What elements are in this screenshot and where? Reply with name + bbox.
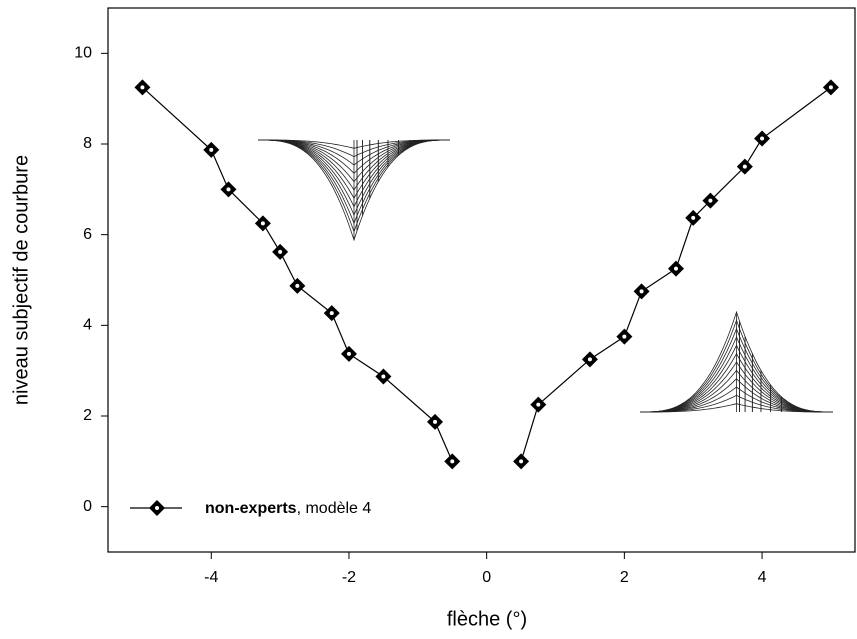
- point-dot: [742, 164, 747, 169]
- point: [323, 305, 340, 322]
- y-tick-label: 8: [83, 135, 92, 152]
- point-dot: [519, 459, 524, 464]
- point-dot: [673, 266, 678, 271]
- point-dot: [450, 459, 455, 464]
- point: [254, 215, 271, 232]
- point: [427, 413, 444, 430]
- y-tick-label: 2: [83, 407, 92, 424]
- point: [220, 181, 237, 198]
- point: [203, 141, 220, 158]
- point: [444, 453, 461, 470]
- point-dot: [381, 374, 386, 379]
- point-dot: [587, 357, 592, 362]
- x-tick-label: 2: [620, 569, 629, 586]
- point: [513, 453, 530, 470]
- point: [702, 192, 719, 209]
- x-tick-label: -4: [204, 569, 218, 586]
- point-dot: [433, 419, 438, 424]
- point-dot: [329, 311, 334, 316]
- point: [581, 351, 598, 368]
- point: [667, 260, 684, 277]
- point-dot: [691, 215, 696, 220]
- point: [685, 209, 702, 226]
- point: [530, 396, 547, 413]
- y-tick-label: 0: [83, 498, 92, 515]
- point-dot: [760, 136, 765, 141]
- point: [736, 158, 753, 175]
- legend-label: non-experts, modèle 4: [205, 500, 371, 517]
- point-dot: [639, 289, 644, 294]
- point-dot: [260, 221, 265, 226]
- point-dot: [708, 198, 713, 203]
- x-tick-label: -2: [342, 569, 356, 586]
- point-dot: [278, 249, 283, 254]
- x-tick-label: 0: [482, 569, 491, 586]
- point: [289, 277, 306, 294]
- point: [134, 79, 151, 96]
- point-dot: [226, 187, 231, 192]
- y-axis-label: niveau subjectif de courbure: [10, 155, 32, 405]
- y-tick-label: 6: [83, 226, 92, 243]
- legend-marker-dot: [155, 506, 159, 510]
- point: [822, 79, 839, 96]
- point-dot: [346, 351, 351, 356]
- point-dot: [295, 283, 300, 288]
- x-tick-label: 4: [758, 569, 767, 586]
- point: [375, 368, 392, 385]
- point: [272, 243, 289, 260]
- point: [754, 130, 771, 147]
- point: [340, 345, 357, 362]
- point: [616, 328, 633, 345]
- point-dot: [140, 85, 145, 90]
- point-dot: [622, 334, 627, 339]
- y-tick-label: 4: [83, 317, 92, 334]
- point: [633, 283, 650, 300]
- legend: non-experts, modèle 4: [130, 500, 371, 517]
- mesh-illustrations: [258, 139, 833, 413]
- legend-name: non-experts: [205, 500, 297, 517]
- y-tick-label: 10: [74, 45, 92, 62]
- point-dot: [536, 402, 541, 407]
- point-dot: [209, 147, 214, 152]
- x-axis-label: flèche (°): [447, 608, 527, 630]
- plot-frame: [107, 7, 856, 553]
- legend-suffix: , modèle 4: [297, 500, 372, 517]
- point-dot: [828, 85, 833, 90]
